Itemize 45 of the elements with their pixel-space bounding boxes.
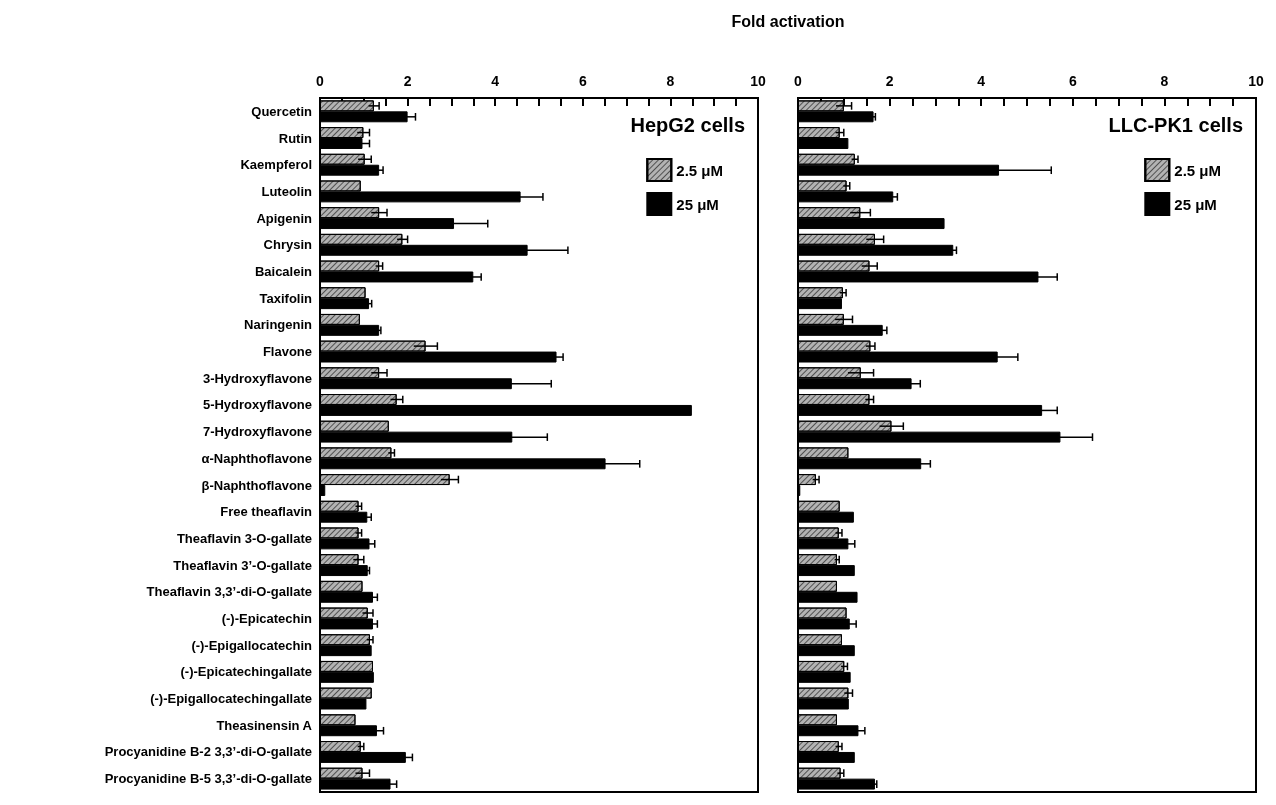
y-tick-label: Theaflavin 3’-O-gallate: [173, 557, 312, 573]
text: LLC-PK1 cells: [1108, 114, 1243, 136]
y-tick-label: Baicalein: [254, 264, 313, 279]
y-tick-label: 5-Hydroxyflavone: [202, 397, 312, 413]
y-tick-label: Luteolin: [261, 183, 313, 199]
y-tick-label: Theaflavin 3-O-gallate: [176, 530, 312, 546]
y-tick-label: (-)-Epigallocatechin: [191, 637, 313, 653]
y-tick-label: Naringenin: [244, 317, 313, 333]
y-tick-label: α-Naphthoflavone: [201, 450, 312, 466]
x-tick-label: 8: [1160, 73, 1169, 89]
x-tick-label: 0: [316, 73, 325, 89]
x-tick-label: 10: [1248, 73, 1264, 89]
y-tick-label: 3-Hydroxyflavone: [202, 370, 312, 386]
x-tick-label: 4: [491, 73, 500, 89]
y-tick-label: (-)-Epicatechingallate: [180, 664, 312, 680]
y-tick-label: Quercetin: [251, 103, 313, 119]
y-tick-label: 7-Hydroxyflavone: [202, 424, 312, 440]
y-tick-label: Flavone: [262, 344, 312, 360]
legend-label: 25 μM: [676, 195, 719, 213]
text: HepG2 cells: [630, 114, 746, 136]
x-tick-label: 6: [1068, 73, 1077, 89]
x-tick-label: 2: [885, 73, 894, 89]
x-tick-label: 8: [666, 73, 675, 89]
x-tick-label: 2: [403, 73, 412, 89]
x-tick-label: 4: [977, 73, 986, 89]
y-tick-label: Rutin: [278, 130, 313, 146]
y-tick-label: β-Naphthoflavone: [201, 477, 312, 493]
y-tick-label: Kaempferol: [240, 157, 312, 173]
y-tick-label: Theasinensin A: [216, 717, 313, 733]
y-tick-label: (-)-Epicatechin: [221, 611, 313, 626]
y-tick-label: Free theaflavin: [220, 504, 313, 520]
y-tick-label: Taxifolin: [259, 290, 313, 306]
y-tick-label: Procyanidine B-2 3,3’-di-O-gallate: [104, 744, 312, 760]
x-axis-title: Fold activation: [731, 13, 845, 30]
legend-label: 2.5 μM: [1174, 161, 1222, 179]
x-tick-label: 6: [578, 73, 587, 89]
y-tick-label: Apigenin: [256, 210, 313, 226]
x-tick-label: 10: [750, 73, 766, 89]
x-tick-label: 0: [794, 73, 803, 89]
legend-label: 25 μM: [1174, 195, 1217, 213]
y-tick-label: Chrysin: [263, 237, 313, 253]
y-tick-label: Theaflavin 3,3’-di-O-gallate: [146, 584, 312, 600]
legend-label: 2.5 μM: [676, 161, 724, 179]
y-tick-label: Procyanidine B-5 3,3’-di-O-gallate: [104, 771, 312, 787]
y-tick-label: (-)-Epigallocatechingallate: [150, 691, 312, 707]
